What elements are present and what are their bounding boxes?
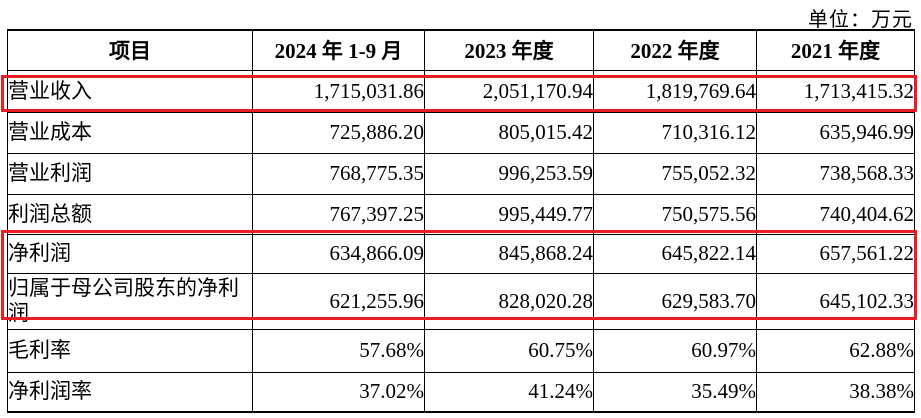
table-row: 营业成本 725,886.20 805,015.42 710,316.12 635,94… xyxy=(7,111,915,154)
row-value: 35.49% xyxy=(593,371,757,413)
row-value: 60.75% xyxy=(424,328,594,373)
column-header: 2024 年 1-9 月 xyxy=(252,29,425,71)
table-row: 利润总额 767,397.25 995,449.77 750,575.56 740,40… xyxy=(7,193,915,235)
row-value: 2,051,170.94 xyxy=(424,69,594,113)
financial-summary-table: 项目 2024 年 1-9 月 2023 年度 2022 年度 2021 年度 营业收入… xyxy=(7,29,915,413)
table-row: 净利润 634,866.09 845,868.24 645,822.14 657,561… xyxy=(7,233,915,274)
row-value: 995,449.77 xyxy=(424,193,594,235)
row-label: 利润总额 xyxy=(7,193,253,235)
table-body: 营业收入 1,715,031.86 2,051,170.94 1,819,769.64… xyxy=(7,69,915,413)
table-row: 归属于母公司股东的净利 润 621,255.96 828,020.28 629,583… xyxy=(7,272,915,330)
row-label: 净利润 xyxy=(7,233,253,274)
table-row: 营业利润 768,775.35 996,253.59 755,052.32 738,56… xyxy=(7,152,915,195)
row-value: 41.24% xyxy=(424,371,594,413)
table-row: 营业收入 1,715,031.86 2,051,170.94 1,819,769.64… xyxy=(7,69,915,113)
row-value: 60.97% xyxy=(593,328,757,373)
row-value: 828,020.28 xyxy=(424,272,594,330)
row-value: 1,819,769.64 xyxy=(593,69,757,113)
table-header-row: 项目 2024 年 1-9 月 2023 年度 2022 年度 2021 年度 xyxy=(7,29,915,71)
row-value: 634,866.09 xyxy=(252,233,425,274)
row-value: 37.02% xyxy=(252,371,425,413)
row-value: 767,397.25 xyxy=(252,193,425,235)
row-value: 645,102.33 xyxy=(756,272,915,330)
row-value: 657,561.22 xyxy=(756,233,915,274)
row-label: 营业成本 xyxy=(7,111,253,154)
row-label: 归属于母公司股东的净利 润 xyxy=(7,272,253,330)
unit-label: 单位：万元 xyxy=(808,9,913,31)
row-value: 755,052.32 xyxy=(593,152,757,195)
row-value: 805,015.42 xyxy=(424,111,594,154)
row-value: 725,886.20 xyxy=(252,111,425,154)
row-value: 845,868.24 xyxy=(424,233,594,274)
table-row: 净利润率 37.02% 41.24% 35.49% 38.38% xyxy=(7,371,915,413)
column-header: 项目 xyxy=(7,29,253,71)
row-label: 营业利润 xyxy=(7,152,253,195)
row-value: 57.68% xyxy=(252,328,425,373)
row-value: 621,255.96 xyxy=(252,272,425,330)
row-value: 750,575.56 xyxy=(593,193,757,235)
row-value: 738,568.33 xyxy=(756,152,915,195)
row-value: 710,316.12 xyxy=(593,111,757,154)
column-header: 2022 年度 xyxy=(593,29,757,71)
row-value: 740,404.62 xyxy=(756,193,915,235)
row-value: 645,822.14 xyxy=(593,233,757,274)
row-value: 1,715,031.86 xyxy=(252,69,425,113)
row-label: 营业收入 xyxy=(7,69,253,113)
row-value: 1,713,415.32 xyxy=(756,69,915,113)
column-header: 2021 年度 xyxy=(756,29,915,71)
row-value: 62.88% xyxy=(756,328,915,373)
table-row: 毛利率 57.68% 60.75% 60.97% 62.88% xyxy=(7,328,915,373)
row-value: 629,583.70 xyxy=(593,272,757,330)
column-header: 2023 年度 xyxy=(424,29,594,71)
row-value: 768,775.35 xyxy=(252,152,425,195)
row-value: 996,253.59 xyxy=(424,152,594,195)
row-value: 635,946.99 xyxy=(756,111,915,154)
row-label: 毛利率 xyxy=(7,328,253,373)
row-label: 净利润率 xyxy=(7,371,253,413)
row-value: 38.38% xyxy=(756,371,915,413)
